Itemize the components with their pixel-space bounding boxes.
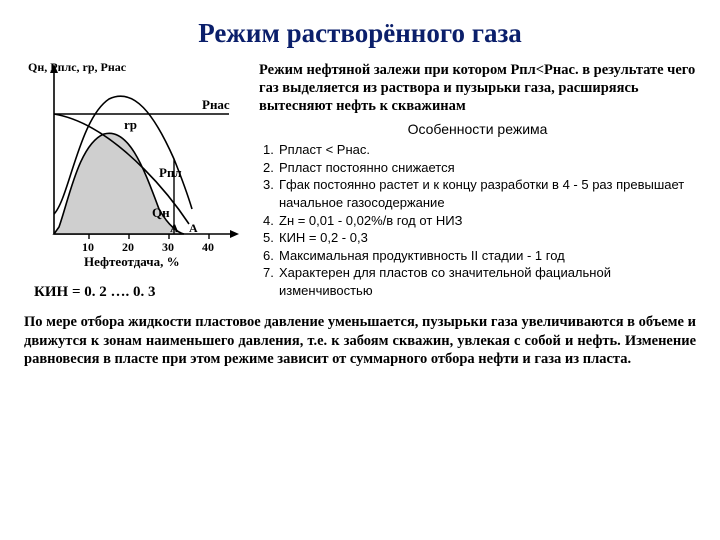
regime-chart: Qн, Pплс, rp, Pнас Pнас rp Pпл Qн A A 10 bbox=[24, 59, 249, 269]
xtick-3: 40 bbox=[202, 240, 214, 254]
feature-item: 3.Гфак постоянно растет и к концу разраб… bbox=[263, 176, 696, 211]
xtick-2: 30 bbox=[162, 240, 174, 254]
kin-value: КИН = 0. 2 …. 0. 3 bbox=[34, 284, 249, 301]
page-title: Режим растворённого газа bbox=[24, 18, 696, 49]
x-axis-label: Нефтеотдача, % bbox=[84, 254, 180, 269]
feature-item: 4.Zн = 0,01 - 0,02%/в год от НИЗ bbox=[263, 212, 696, 230]
qn-label: Qн bbox=[152, 205, 170, 220]
pnas-label: Pнас bbox=[202, 97, 230, 112]
y-axis-label: Qн, Pплс, rp, Pнас bbox=[28, 60, 127, 74]
feature-text: Zн = 0,01 - 0,02%/в год от НИЗ bbox=[279, 212, 462, 230]
feature-text: Характерен для пластов со значительной ф… bbox=[279, 264, 696, 299]
features-title: Особенности режима bbox=[259, 121, 696, 137]
feature-item: 5.КИН = 0,2 - 0,3 bbox=[263, 229, 696, 247]
upper-row: Qн, Pплс, rp, Pнас Pнас rp Pпл Qн A A 10 bbox=[24, 59, 696, 301]
feature-text: Pпласт < Pнас. bbox=[279, 141, 370, 159]
feature-text: Максимальная продуктивность II стадии - … bbox=[279, 247, 565, 265]
feature-text: Гфак постоянно растет и к концу разработ… bbox=[279, 176, 696, 211]
feature-text: КИН = 0,2 - 0,3 bbox=[279, 229, 368, 247]
marker-a-top: A bbox=[170, 221, 179, 235]
regime-description: Режим нефтяной залежи при котором Pпл<Pн… bbox=[259, 59, 696, 115]
xtick-0: 10 bbox=[82, 240, 94, 254]
features-list: 1.Pпласт < Pнас. 2.Pпласт постоянно сниж… bbox=[259, 141, 696, 299]
feature-text: Pпласт постоянно снижается bbox=[279, 159, 455, 177]
xtick-1: 20 bbox=[122, 240, 134, 254]
right-column: Режим нефтяной залежи при котором Pпл<Pн… bbox=[259, 59, 696, 301]
marker-a-side: A bbox=[189, 221, 198, 235]
feature-item: 1.Pпласт < Pнас. bbox=[263, 141, 696, 159]
bottom-paragraph: По мере отбора жидкости пластовое давлен… bbox=[24, 313, 696, 369]
feature-item: 2.Pпласт постоянно снижается bbox=[263, 159, 696, 177]
ppl-label: Pпл bbox=[159, 165, 182, 180]
feature-item: 6.Максимальная продуктивность II стадии … bbox=[263, 247, 696, 265]
chart-column: Qн, Pплс, rp, Pнас Pнас rp Pпл Qн A A 10 bbox=[24, 59, 249, 301]
feature-item: 7.Характерен для пластов со значительной… bbox=[263, 264, 696, 299]
rp-label: rp bbox=[124, 117, 137, 132]
